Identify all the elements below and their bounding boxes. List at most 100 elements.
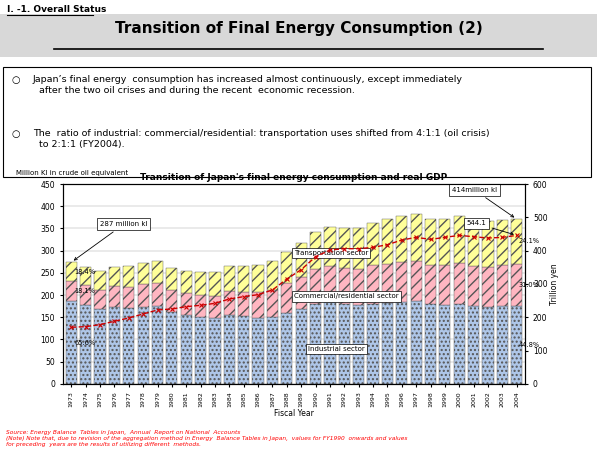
Bar [482, 307, 494, 384]
Bar [123, 266, 134, 286]
Bar [367, 265, 378, 304]
Bar [152, 261, 163, 283]
Text: Transportation sector: Transportation sector [294, 250, 368, 256]
Bar [497, 265, 508, 306]
Bar [281, 251, 293, 283]
Bar [411, 261, 421, 301]
Bar [167, 312, 177, 384]
Bar [210, 272, 221, 295]
Bar [353, 228, 364, 269]
Bar [425, 304, 436, 384]
Text: ○: ○ [12, 75, 20, 85]
Text: Japan’s final energy  consumption has increased almost continuously, except imme: Japan’s final energy consumption has inc… [33, 75, 463, 95]
Text: I. -1. Overall Status: I. -1. Overall Status [7, 5, 106, 14]
Bar [338, 304, 350, 384]
X-axis label: Fiscal Year: Fiscal Year [274, 409, 314, 418]
Bar [382, 303, 393, 384]
Bar [497, 220, 508, 265]
Bar [281, 283, 293, 313]
Bar [152, 283, 163, 306]
Bar [396, 302, 407, 384]
Bar [195, 295, 206, 317]
Text: The  ratio of industrial: commercial/residential: transportation uses shifted fr: The ratio of industrial: commercial/resi… [33, 129, 490, 149]
Bar [468, 266, 479, 306]
Bar [224, 291, 235, 315]
Bar [267, 261, 278, 290]
Bar [482, 221, 494, 267]
Bar [511, 264, 522, 306]
Bar [353, 269, 364, 305]
Text: Transition of Final Energy Consumption (2): Transition of Final Energy Consumption (… [115, 21, 482, 35]
Bar [181, 293, 192, 315]
Bar [296, 309, 307, 384]
Bar [425, 265, 436, 304]
Bar [281, 313, 293, 384]
Bar [454, 216, 465, 263]
Bar [181, 315, 192, 384]
Text: ○: ○ [12, 129, 20, 139]
Text: Million Kl in crude oil equivalent: Million Kl in crude oil equivalent [16, 170, 128, 176]
Bar [167, 268, 177, 290]
Bar [80, 267, 91, 285]
Bar [181, 271, 192, 293]
Bar [296, 243, 307, 277]
Bar [137, 307, 149, 384]
Bar [210, 318, 221, 384]
Bar [94, 290, 106, 309]
Bar [137, 284, 149, 307]
Bar [310, 232, 321, 269]
Bar [324, 266, 336, 302]
Bar [411, 301, 421, 384]
Bar [439, 265, 451, 305]
Bar [253, 318, 264, 384]
Bar [367, 223, 378, 265]
Bar [411, 214, 421, 261]
Text: 65.6%: 65.6% [74, 339, 96, 346]
Text: 18.1%: 18.1% [74, 288, 95, 294]
Bar [353, 305, 364, 384]
Bar [338, 228, 350, 268]
Bar [195, 317, 206, 384]
Bar [224, 266, 235, 291]
Bar [152, 306, 163, 384]
Title: Transition of Japan's final energy consumption and real GDP: Transition of Japan's final energy consu… [140, 173, 448, 182]
Bar [238, 291, 250, 317]
Bar [137, 263, 149, 284]
Bar [296, 277, 307, 309]
Bar [439, 305, 451, 384]
Bar [253, 265, 264, 292]
Bar [310, 269, 321, 304]
Text: 287 million kl: 287 million kl [74, 221, 147, 260]
Text: 544.1: 544.1 [466, 220, 513, 235]
Bar [511, 219, 522, 264]
Bar [439, 219, 451, 265]
Bar [382, 219, 393, 264]
Bar [167, 290, 177, 312]
Bar [267, 290, 278, 317]
Bar [66, 262, 77, 281]
Bar [66, 281, 77, 301]
Bar [310, 304, 321, 384]
Bar [396, 216, 407, 262]
Bar [396, 262, 407, 302]
Bar [80, 305, 91, 384]
Text: 24.1%: 24.1% [519, 238, 540, 244]
Bar [482, 267, 494, 307]
Bar [109, 286, 120, 307]
Text: Industrial sector: Industrial sector [309, 346, 365, 352]
Text: 414million kl: 414million kl [452, 187, 513, 217]
Bar [324, 302, 336, 384]
Bar [338, 268, 350, 304]
Bar [123, 308, 134, 384]
Bar [210, 295, 221, 318]
Bar [511, 306, 522, 384]
Bar [224, 315, 235, 384]
Bar [454, 263, 465, 304]
Bar [425, 219, 436, 265]
Text: 31.0%: 31.0% [519, 282, 540, 288]
FancyBboxPatch shape [3, 67, 591, 177]
Bar [109, 307, 120, 384]
FancyBboxPatch shape [0, 14, 597, 57]
Bar [238, 266, 250, 291]
Bar [94, 309, 106, 384]
